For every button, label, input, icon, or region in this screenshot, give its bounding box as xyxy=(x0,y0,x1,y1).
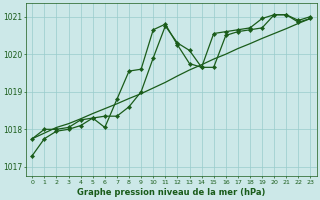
X-axis label: Graphe pression niveau de la mer (hPa): Graphe pression niveau de la mer (hPa) xyxy=(77,188,266,197)
